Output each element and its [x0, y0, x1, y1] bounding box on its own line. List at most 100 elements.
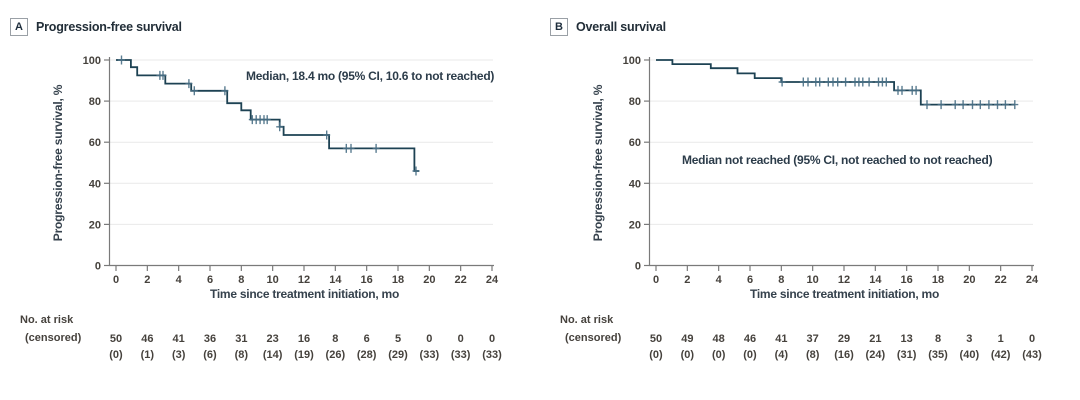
svg-text:8: 8: [332, 333, 338, 345]
svg-text:22: 22: [455, 274, 467, 286]
panel-title: Progression-free survival: [36, 20, 182, 34]
gridlines: [649, 59, 1033, 225]
svg-text:5: 5: [395, 333, 401, 345]
svg-text:8: 8: [778, 274, 784, 286]
axes: [648, 57, 1034, 267]
svg-text:4: 4: [716, 274, 723, 286]
svg-text:60: 60: [89, 137, 101, 149]
svg-text:22: 22: [995, 274, 1007, 286]
panel-letter-badge: B: [550, 18, 568, 36]
x-axis-label: Time since treatment initiation, mo: [209, 287, 400, 301]
svg-text:10: 10: [807, 274, 819, 286]
svg-text:41: 41: [173, 333, 185, 345]
svg-text:29: 29: [838, 333, 850, 345]
censor-marks: [778, 77, 1019, 110]
y-ticks: 0 20 40 60 80 100: [83, 55, 110, 273]
x-axis-label: Time since treatment initiation, mo: [749, 287, 940, 301]
censored-values: (0) (0) (0) (0) (4) (8) (16) (24) (31) (35) (40) (4…: [649, 349, 1042, 361]
censored-values: (0) (1) (3) (6) (8) (14) (19) (26) (28) (29) (33) (…: [109, 349, 502, 361]
panel-header: B Overall survival: [550, 18, 666, 36]
svg-text:(31): (31): [897, 349, 917, 361]
panel-progression-free-survival: A Progression-free survival Progression-…: [10, 18, 502, 361]
svg-text:1: 1: [998, 333, 1004, 345]
svg-text:80: 80: [629, 96, 641, 108]
svg-text:0: 0: [458, 333, 464, 345]
median-annotation: Median not reached (95% CI, not reached …: [682, 153, 993, 167]
censor-marks: [118, 55, 420, 176]
svg-text:(0): (0): [743, 349, 757, 361]
svg-text:(16): (16): [834, 349, 854, 361]
censored-row-label: (censored): [565, 332, 622, 344]
svg-text:10: 10: [267, 274, 279, 286]
svg-text:46: 46: [744, 333, 756, 345]
svg-text:36: 36: [204, 333, 216, 345]
svg-text:31: 31: [235, 333, 247, 345]
svg-text:46: 46: [141, 333, 153, 345]
svg-text:(8): (8): [806, 349, 820, 361]
svg-text:14: 14: [329, 274, 342, 286]
svg-text:20: 20: [629, 219, 641, 231]
svg-text:40: 40: [89, 178, 101, 190]
svg-text:20: 20: [89, 219, 101, 231]
at-risk-values: 50 46 41 36 31 23 16 8 6 5 0 0 0: [110, 333, 495, 345]
svg-text:6: 6: [207, 274, 213, 286]
svg-text:(0): (0): [649, 349, 663, 361]
svg-text:(28): (28): [357, 349, 377, 361]
svg-text:0: 0: [1029, 333, 1035, 345]
x-ticks: 0 2 4 6 8 10 12 14 16 18 20 22 24: [653, 265, 1039, 286]
median-annotation: Median, 18.4 mo (95% CI, 10.6 to not rea…: [246, 69, 495, 83]
svg-text:(35): (35): [928, 349, 948, 361]
svg-text:(26): (26): [326, 349, 346, 361]
svg-text:50: 50: [650, 333, 662, 345]
svg-text:0: 0: [635, 261, 641, 273]
svg-text:12: 12: [298, 274, 310, 286]
svg-text:0: 0: [113, 274, 119, 286]
svg-text:(1): (1): [141, 349, 155, 361]
svg-text:(43): (43): [1022, 349, 1042, 361]
svg-text:20: 20: [423, 274, 435, 286]
svg-text:100: 100: [83, 55, 101, 67]
svg-text:(6): (6): [203, 349, 217, 361]
survival-curve: [116, 59, 420, 172]
svg-text:(19): (19): [294, 349, 314, 361]
svg-text:100: 100: [623, 55, 641, 67]
svg-text:0: 0: [426, 333, 432, 345]
svg-text:6: 6: [747, 274, 753, 286]
svg-text:14: 14: [869, 274, 882, 286]
svg-text:48: 48: [713, 333, 725, 345]
svg-text:16: 16: [298, 333, 310, 345]
panel-overall-survival: B Overall survival Progression-free surv…: [540, 0, 1080, 400]
svg-text:24: 24: [1026, 274, 1039, 286]
svg-text:0: 0: [653, 274, 659, 286]
at-risk-row-label: No. at risk: [20, 314, 74, 326]
svg-text:40: 40: [629, 178, 641, 190]
svg-text:3: 3: [966, 333, 972, 345]
svg-text:2: 2: [684, 274, 690, 286]
svg-text:16: 16: [361, 274, 373, 286]
svg-text:4: 4: [176, 274, 183, 286]
svg-text:41: 41: [775, 333, 787, 345]
svg-text:2: 2: [144, 274, 150, 286]
svg-text:(0): (0): [681, 349, 695, 361]
svg-text:23: 23: [267, 333, 279, 345]
svg-text:60: 60: [629, 137, 641, 149]
svg-text:16: 16: [901, 274, 913, 286]
at-risk-values: 50 49 48 46 41 37 29 21 13 8 3 1 0: [650, 333, 1035, 345]
svg-text:50: 50: [110, 333, 122, 345]
svg-text:12: 12: [838, 274, 850, 286]
svg-text:24: 24: [486, 274, 499, 286]
y-ticks: 0 20 40 60 80 100: [623, 55, 650, 273]
survival-curve: [656, 59, 1015, 106]
svg-text:(33): (33): [420, 349, 440, 361]
svg-text:(29): (29): [388, 349, 408, 361]
svg-text:(33): (33): [482, 349, 502, 361]
x-ticks: 0 2 4 6 8 10 12 14 16 18 20 22 24: [113, 265, 499, 286]
svg-text:(33): (33): [451, 349, 471, 361]
svg-text:(8): (8): [235, 349, 249, 361]
svg-text:6: 6: [364, 333, 370, 345]
svg-text:(24): (24): [866, 349, 886, 361]
censored-row-label: (censored): [25, 332, 82, 344]
